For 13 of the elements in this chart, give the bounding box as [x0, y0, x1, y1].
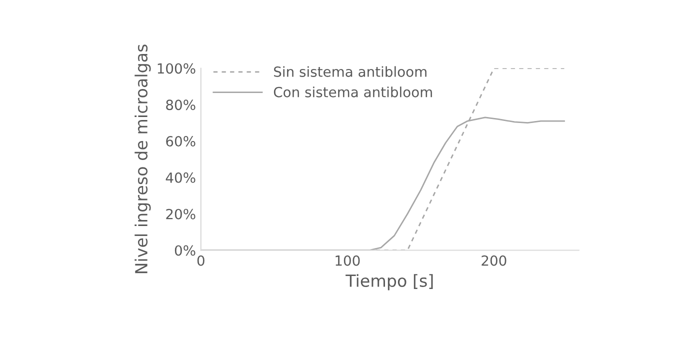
- x-tick-label: 100: [336, 255, 360, 266]
- y-tick-label: 20%: [166, 208, 196, 220]
- y-tick-label: 80%: [166, 100, 196, 110]
- x-axis-title: Tiempo [s]: [346, 274, 433, 290]
- y-tick-label: 0%: [174, 245, 196, 256]
- y-tick-label: 40%: [166, 172, 196, 183]
- x-tick-label: 200: [482, 255, 506, 266]
- legend-label: Con sistema antibloom: [274, 86, 432, 98]
- x-tick-label: 0: [197, 255, 204, 266]
- legend-label: Sin sistema antibloom: [274, 66, 426, 77]
- y-tick-label: 100%: [158, 63, 196, 74]
- y-axis-title: Nivel ingreso de microalgas: [134, 44, 151, 274]
- y-tick-label: 60%: [166, 136, 196, 147]
